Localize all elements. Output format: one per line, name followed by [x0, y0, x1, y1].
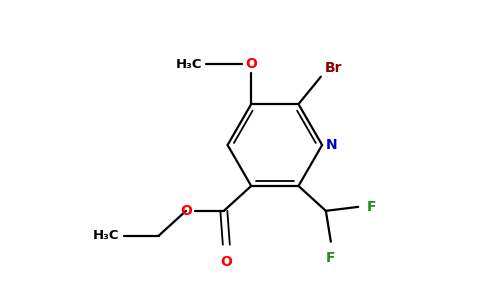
Text: N: N — [325, 138, 337, 152]
Text: H₃C: H₃C — [176, 58, 202, 71]
Text: O: O — [180, 204, 192, 218]
Text: O: O — [220, 255, 232, 268]
Text: F: F — [326, 251, 335, 265]
Text: F: F — [367, 200, 377, 214]
Text: Br: Br — [325, 61, 342, 75]
Text: O: O — [245, 57, 257, 71]
Text: H₃C: H₃C — [92, 229, 119, 242]
